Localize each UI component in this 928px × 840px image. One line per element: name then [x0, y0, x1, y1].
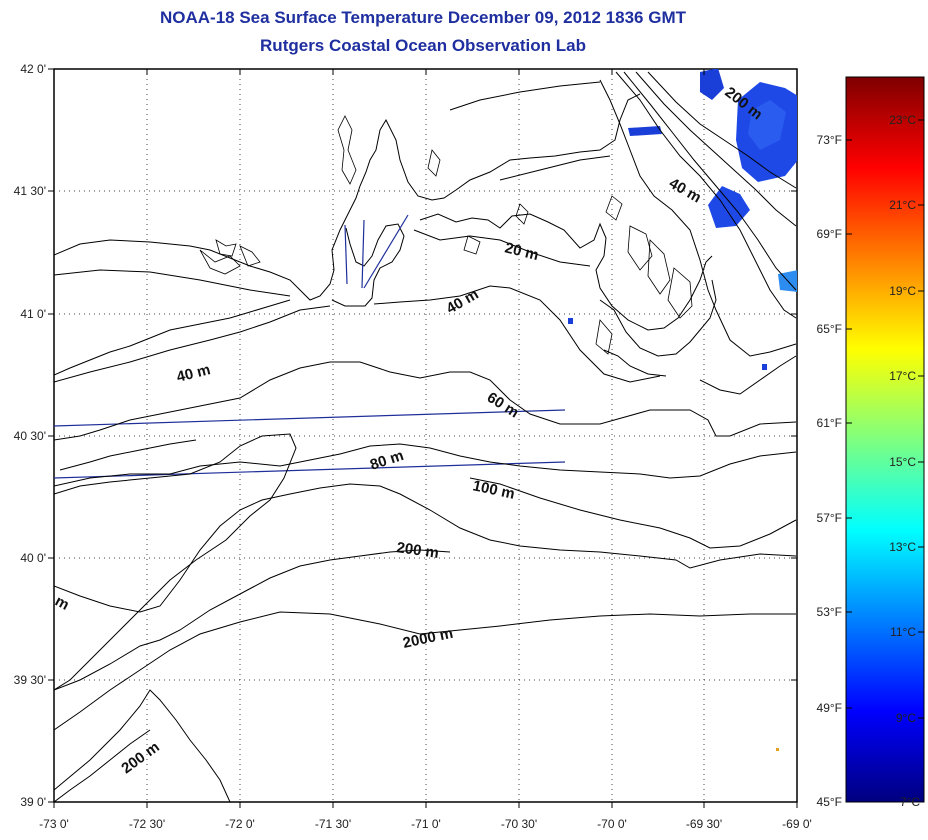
celsius-label: 15°C	[889, 455, 916, 469]
map-title: NOAA-18 Sea Surface Temperature December…	[160, 8, 686, 27]
colorbar-fahrenheit-labels: 73°F 69°F 65°F 61°F 57°F 53°F 49°F 45°F	[817, 133, 842, 809]
sst-data-patches	[568, 69, 797, 751]
fahrenheit-label: 49°F	[817, 701, 842, 715]
fahrenheit-label: 45°F	[817, 795, 842, 809]
lon-label: -69 30'	[686, 817, 722, 831]
map-frame	[53, 68, 798, 803]
lat-label: 40 30'	[14, 429, 46, 443]
fahrenheit-label: 73°F	[817, 133, 842, 147]
longitude-labels: -73 0' -72 30' -72 0' -71 30' -71 0' -70…	[39, 817, 812, 831]
lon-label: -72 30'	[129, 817, 165, 831]
lon-label: -71 30'	[315, 817, 351, 831]
celsius-label: 13°C	[889, 540, 916, 554]
colorbar-ticks	[846, 119, 924, 719]
celsius-label: 21°C	[889, 198, 916, 212]
bathymetry-contours	[54, 71, 797, 802]
celsius-label: 9°C	[896, 711, 916, 725]
celsius-label: 7°C	[900, 795, 920, 809]
lat-label: 41 30'	[14, 184, 46, 198]
lat-label: 39 30'	[14, 673, 46, 687]
temperature-colorbar	[845, 76, 925, 803]
lat-label: 39 0'	[20, 795, 46, 809]
map-subtitle: Rutgers Coastal Ocean Observation Lab	[260, 36, 586, 55]
graticule	[54, 69, 797, 802]
fahrenheit-label: 57°F	[817, 511, 842, 525]
contour-label-200m: 200 m	[395, 539, 439, 562]
lon-label: -70 30'	[501, 817, 537, 831]
lon-label: -71 0'	[411, 817, 441, 831]
latitude-labels: 42 0' 41 30' 41 0' 40 30' 40 0' 39 30' 3…	[14, 62, 46, 809]
lat-label: 42 0'	[20, 62, 46, 76]
shoals	[199, 115, 693, 355]
lat-label: 41 0'	[20, 307, 46, 321]
lon-label: -70 0'	[597, 817, 627, 831]
fahrenheit-label: 69°F	[817, 227, 842, 241]
transect-lines	[54, 214, 566, 479]
celsius-label: 23°C	[889, 113, 916, 127]
lat-label: 40 0'	[20, 551, 46, 565]
colorbar-celsius-labels: 23°C 21°C 19°C 17°C 15°C 13°C 11°C 9°C 7…	[889, 113, 920, 809]
lon-label: -73 0'	[39, 817, 69, 831]
celsius-label: 17°C	[889, 369, 916, 383]
fahrenheit-label: 61°F	[817, 416, 842, 430]
axis-ticks	[48, 68, 798, 808]
celsius-label: 19°C	[889, 284, 916, 298]
lon-label: -69 0'	[782, 817, 812, 831]
celsius-label: 11°C	[890, 625, 916, 639]
lon-label: -72 0'	[225, 817, 255, 831]
coastline	[54, 93, 797, 395]
fahrenheit-label: 65°F	[817, 322, 842, 336]
fahrenheit-label: 53°F	[817, 605, 842, 619]
